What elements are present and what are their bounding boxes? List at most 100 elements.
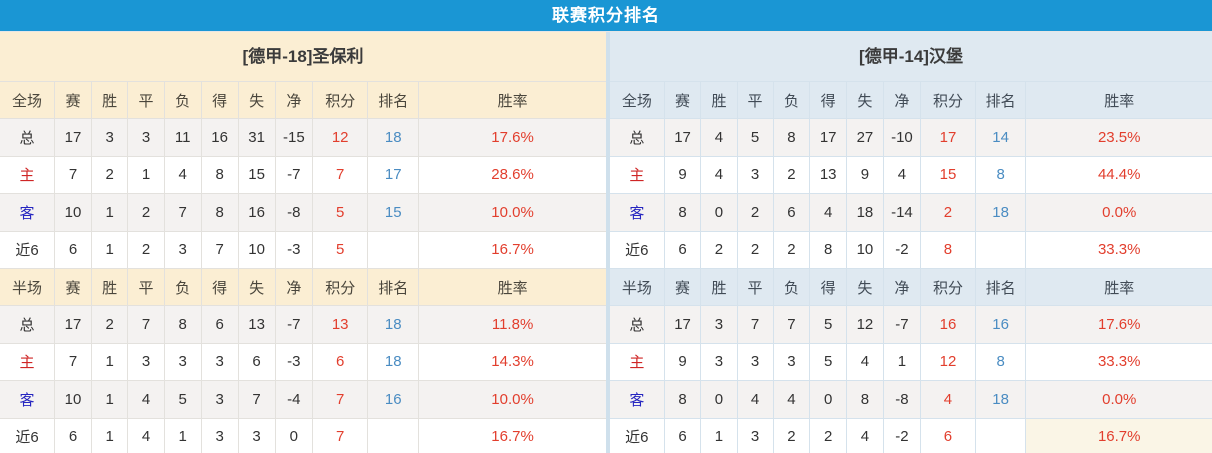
stat-cell: 6 — [664, 417, 702, 453]
table-head-row: 半场赛胜平负得失净积分 排名 胜率 — [0, 267, 606, 306]
stats-row: 总 17 4 5 8 17 27 -10 17 14 23.5% — [610, 118, 1212, 157]
table-head-row: 半场赛胜平负得失净积分 排名 胜率 — [610, 267, 1212, 306]
column-header: 胜率 — [418, 267, 606, 306]
stat-cell: 2 — [737, 193, 774, 232]
stat-cell: 15 — [238, 155, 276, 194]
stat-cell: 3 — [201, 380, 239, 419]
stat-cell: 18 — [367, 342, 420, 381]
stat-cell: 18 — [975, 193, 1027, 232]
stat-cell: 0 — [275, 417, 314, 453]
table-head-row: 全场赛胜平负得失净积分 排名 胜率 — [610, 80, 1212, 119]
stat-cell: 2 — [700, 230, 738, 268]
stat-cell: 17 — [664, 305, 702, 344]
column-header: 负 — [773, 267, 811, 306]
stat-cell: 8 — [201, 193, 239, 232]
stat-cell: 7 — [312, 155, 369, 194]
stat-cell: 3 — [164, 230, 202, 268]
stat-cell: 6 — [238, 342, 276, 381]
row-label: 总 — [610, 118, 665, 157]
stat-cell: 3 — [164, 342, 202, 381]
stat-cell: -7 — [275, 155, 314, 194]
stat-cell: 16 — [920, 305, 976, 344]
stats-row: 客 8 0 2 6 4 18 -14 2 18 0.0% — [610, 193, 1212, 232]
row-label: 主 — [610, 155, 665, 194]
column-header: 失 — [846, 80, 884, 119]
stat-cell: 8 — [664, 193, 702, 232]
column-header: 排名 — [367, 267, 420, 306]
stat-cell: 6 — [312, 342, 369, 381]
stat-cell: 3 — [127, 342, 165, 381]
stat-cell: 12 — [846, 305, 884, 344]
stat-cell: 1 — [91, 230, 129, 268]
column-header: 积分 — [920, 80, 976, 119]
stats-row: 近6 6 1 3 2 2 4 -2 6 16.7% — [610, 417, 1212, 453]
home-half-match-table: 半场赛胜平负得失净积分 排名 胜率总 17 2 7 8 6 13 -7 13 18 11.8% 主 7 1 3 3… — [0, 267, 606, 453]
stat-cell: 7 — [737, 305, 774, 344]
stat-cell: 6 — [201, 305, 239, 344]
stat-cell: 6 — [664, 230, 702, 268]
stat-cell: 8 — [846, 380, 884, 419]
panel-away-team: [德甲-14]汉堡 全场赛胜平负得失净积分 排名 胜率总 17 4 5 8 17 27 -10 17… — [606, 32, 1212, 453]
stat-cell: 16 — [201, 118, 239, 157]
row-label: 客 — [0, 380, 56, 419]
stat-cell: 4 — [700, 155, 738, 194]
stat-cell: 1 — [91, 342, 129, 381]
row-label: 客 — [610, 193, 665, 232]
stat-cell: 10 — [846, 230, 884, 268]
stat-cell: 3 — [201, 417, 239, 453]
stat-cell: 2 — [127, 193, 165, 232]
stat-cell: 2 — [773, 155, 811, 194]
stat-cell: 4 — [127, 380, 165, 419]
stats-row: 总 17 3 7 7 5 12 -7 16 16 17.6% — [610, 305, 1212, 344]
stat-cell: 12 — [312, 118, 369, 157]
stat-cell: 3 — [737, 342, 774, 381]
column-header: 胜率 — [418, 80, 606, 119]
stat-cell: 5 — [737, 118, 774, 157]
column-header: 赛 — [54, 80, 92, 119]
column-header: 胜 — [700, 80, 738, 119]
stats-row: 主 7 1 3 3 3 6 -3 6 18 14.3% — [0, 342, 606, 381]
stat-cell: 5 — [809, 305, 848, 344]
stat-cell: 6 — [920, 417, 976, 453]
column-header: 积分 — [312, 267, 369, 306]
column-header: 负 — [164, 267, 202, 306]
widget-title-bar: 联赛积分排名 — [0, 0, 1212, 32]
stat-cell: 16 — [975, 305, 1027, 344]
away-team-name: [德甲-14]汉堡 — [859, 47, 963, 66]
stat-cell: 28.6% — [418, 155, 606, 194]
column-header: 胜率 — [1025, 80, 1212, 119]
stat-cell: 10 — [54, 380, 92, 419]
column-header: 失 — [846, 267, 884, 306]
row-label: 主 — [610, 342, 665, 381]
stat-cell: -2 — [883, 417, 922, 453]
stat-cell: 2 — [91, 155, 129, 194]
column-header: 得 — [809, 80, 848, 119]
scope-header: 半场 — [0, 267, 56, 306]
stat-cell: 8 — [920, 230, 976, 268]
stat-cell: 10 — [238, 230, 276, 268]
stat-cell: -7 — [883, 305, 922, 344]
row-label: 近6 — [610, 230, 665, 268]
stat-cell: 1 — [700, 417, 738, 453]
stat-cell: 31 — [238, 118, 276, 157]
stat-cell: 4 — [737, 380, 774, 419]
column-header: 胜 — [91, 267, 129, 306]
stat-cell: 10.0% — [418, 380, 606, 419]
stat-cell: -4 — [275, 380, 314, 419]
table-head-row: 全场赛胜平负得失净积分 排名 胜率 — [0, 80, 606, 119]
stat-cell: 12 — [920, 342, 976, 381]
stat-cell: 7 — [773, 305, 811, 344]
row-label: 客 — [0, 193, 56, 232]
stat-cell: 2 — [127, 230, 165, 268]
away-half-match-table: 半场赛胜平负得失净积分 排名 胜率总 17 3 7 7 5 12 -7 16 16 17.6% 主 9 3 3 3… — [610, 267, 1212, 453]
stat-cell: 16.7% — [418, 417, 606, 453]
stat-cell: -3 — [275, 230, 314, 268]
stat-cell: 17 — [54, 118, 92, 157]
stat-cell: 2 — [773, 417, 811, 453]
row-label: 近6 — [0, 417, 56, 453]
stat-cell: 18 — [975, 380, 1027, 419]
stats-row: 客 10 1 2 7 8 16 -8 5 15 10.0% — [0, 193, 606, 232]
stat-cell: 4 — [846, 417, 884, 453]
stats-row: 总 17 2 7 8 6 13 -7 13 18 11.8% — [0, 305, 606, 344]
